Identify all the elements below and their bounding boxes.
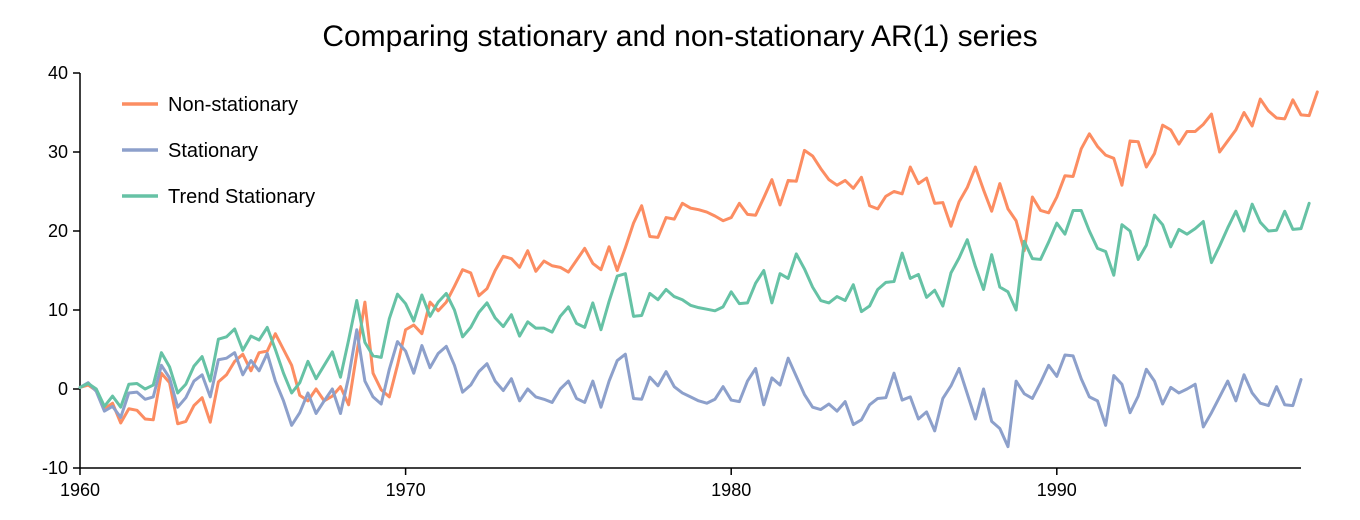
legend-label-non-stationary: Non-stationary bbox=[168, 94, 298, 116]
y-tick-label: 10 bbox=[48, 300, 68, 320]
legend-label-stationary: Stationary bbox=[168, 140, 258, 162]
x-tick-label: 1970 bbox=[386, 480, 426, 500]
series-line-stationary bbox=[78, 328, 1303, 449]
y-tick-label: -10 bbox=[42, 458, 68, 478]
y-tick-label: 20 bbox=[48, 221, 68, 241]
chart-title: Comparing stationary and non-stationary … bbox=[322, 20, 1037, 53]
series-line-trend-stationary bbox=[78, 201, 1311, 409]
y-tick-label: 0 bbox=[58, 379, 68, 399]
legend: Non-stationary Stationary Trend Stationary bbox=[122, 94, 315, 208]
y-tick-label: 40 bbox=[48, 63, 68, 83]
x-tick-label: 1980 bbox=[711, 480, 751, 500]
x-tick-label: 1960 bbox=[60, 480, 100, 500]
series-group bbox=[78, 90, 1319, 449]
x-tick-label: 1990 bbox=[1037, 480, 1077, 500]
legend-label-trend-stationary: Trend Stationary bbox=[168, 186, 315, 208]
y-tick-label: 30 bbox=[48, 142, 68, 162]
series-line-non-stationary bbox=[78, 90, 1319, 426]
